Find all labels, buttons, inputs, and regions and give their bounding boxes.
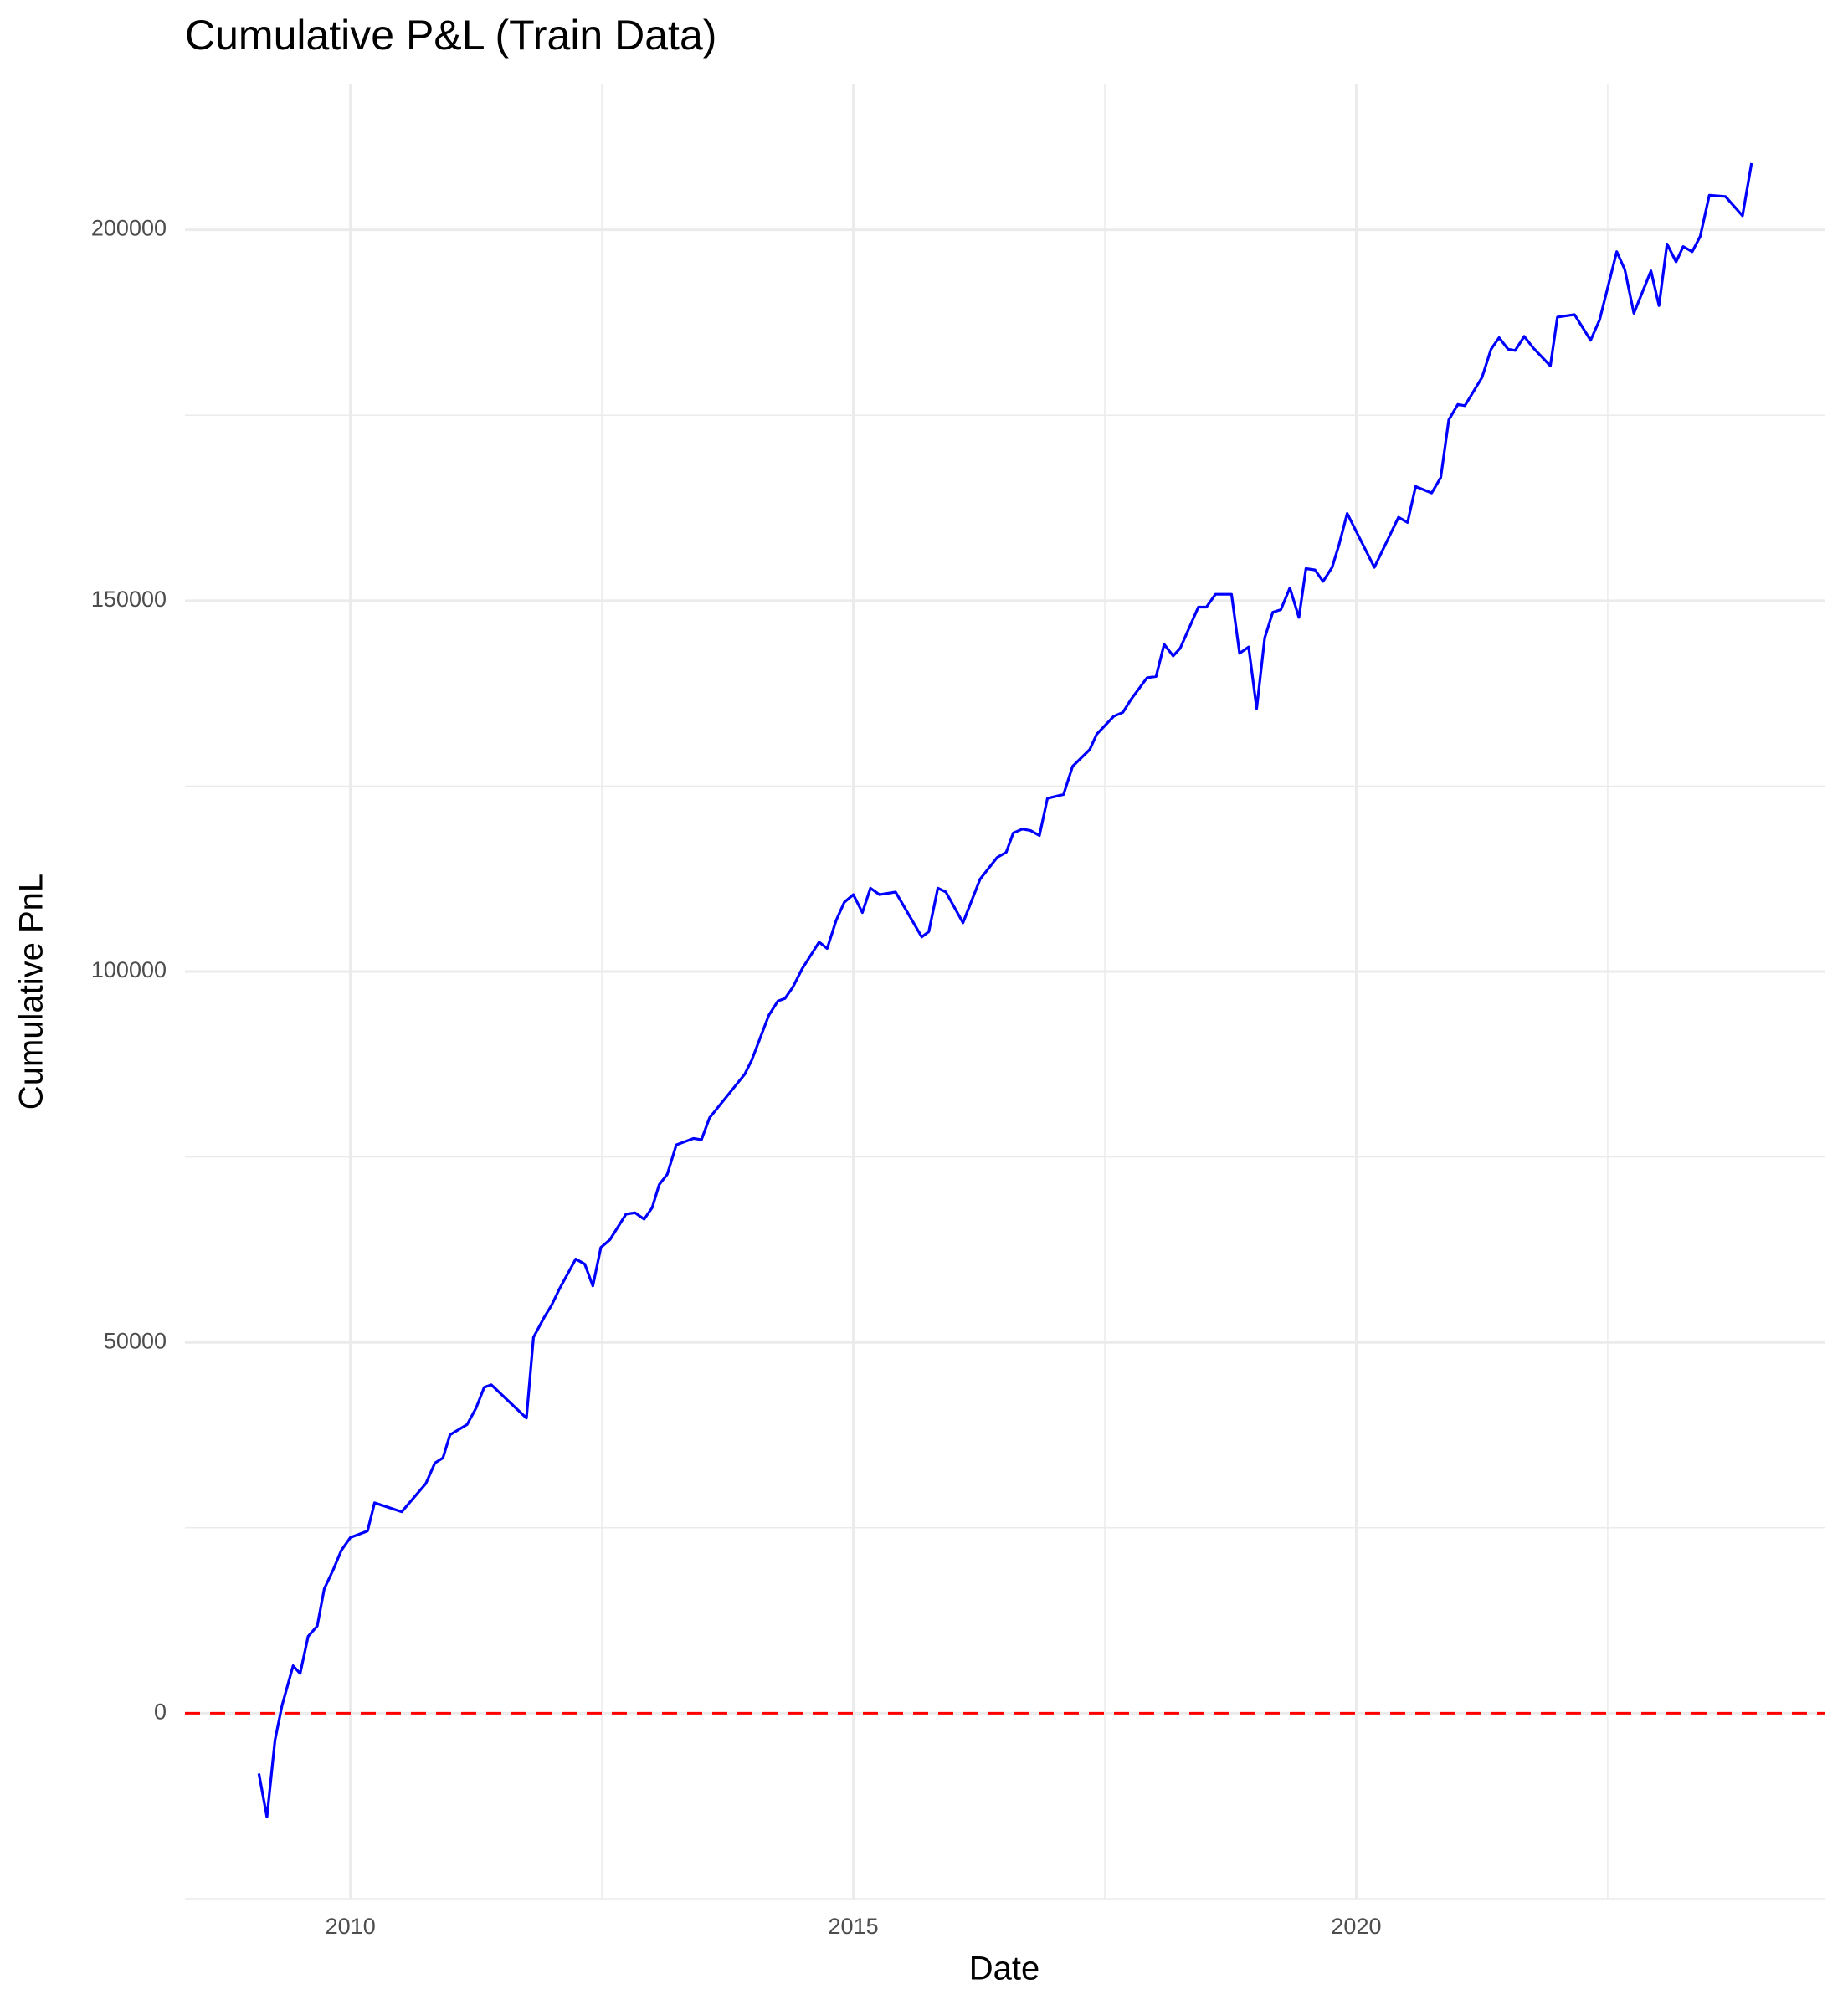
x-axis-title: Date bbox=[969, 1951, 1040, 1987]
y-tick-label: 0 bbox=[154, 1700, 167, 1725]
y-tick-label: 150000 bbox=[91, 587, 167, 612]
x-tick-label: 2010 bbox=[326, 1914, 376, 1939]
data-line bbox=[257, 162, 1753, 1819]
x-tick-label: 2015 bbox=[829, 1914, 879, 1939]
chart-title: Cumulative P&L (Train Data) bbox=[185, 12, 716, 59]
y-tick-label: 200000 bbox=[91, 216, 167, 241]
y-axis-title: Cumulative PnL bbox=[13, 874, 50, 1110]
x-tick-label: 2020 bbox=[1331, 1914, 1381, 1939]
y-tick-label: 50000 bbox=[104, 1328, 167, 1353]
y-tick-label: 100000 bbox=[91, 957, 167, 982]
